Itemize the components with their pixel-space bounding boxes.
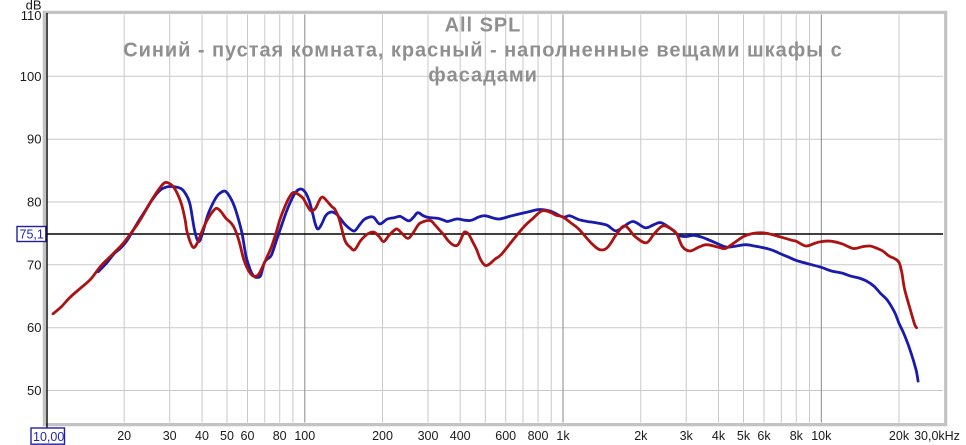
svg-text:фасадами: фасадами (428, 65, 538, 87)
svg-text:600: 600 (495, 429, 516, 443)
svg-text:40: 40 (195, 429, 209, 443)
svg-text:50: 50 (27, 383, 41, 398)
svg-text:100: 100 (20, 69, 42, 84)
svg-text:75,1: 75,1 (20, 228, 44, 242)
svg-text:80: 80 (27, 195, 41, 210)
svg-text:2k: 2k (634, 429, 648, 443)
svg-text:30,0kHz: 30,0kHz (914, 429, 960, 443)
svg-text:800: 800 (528, 429, 549, 443)
svg-text:3k: 3k (680, 429, 694, 443)
svg-text:100: 100 (294, 429, 315, 443)
svg-text:30: 30 (163, 429, 177, 443)
svg-text:20: 20 (117, 429, 131, 443)
svg-text:300: 300 (418, 429, 439, 443)
svg-text:5k: 5k (737, 429, 751, 443)
svg-text:dB: dB (26, 0, 42, 13)
svg-text:50: 50 (220, 429, 234, 443)
svg-text:110: 110 (21, 8, 42, 23)
svg-text:1k: 1k (556, 429, 570, 443)
svg-text:6k: 6k (757, 429, 771, 443)
svg-text:70: 70 (27, 257, 41, 272)
svg-text:Синий - пустая комната, красны: Синий - пустая комната, красный - наполн… (123, 40, 843, 62)
svg-text:10k: 10k (811, 429, 832, 443)
svg-text:80: 80 (273, 429, 287, 443)
svg-text:60: 60 (241, 429, 255, 443)
svg-text:90: 90 (27, 132, 41, 147)
svg-text:200: 200 (372, 429, 393, 443)
svg-text:20k: 20k (889, 429, 910, 443)
svg-text:400: 400 (450, 429, 471, 443)
svg-text:60: 60 (27, 320, 41, 335)
svg-text:10,00: 10,00 (33, 430, 64, 444)
svg-text:4k: 4k (712, 429, 726, 443)
svg-text:All SPL: All SPL (445, 15, 522, 37)
svg-text:8k: 8k (790, 429, 804, 443)
